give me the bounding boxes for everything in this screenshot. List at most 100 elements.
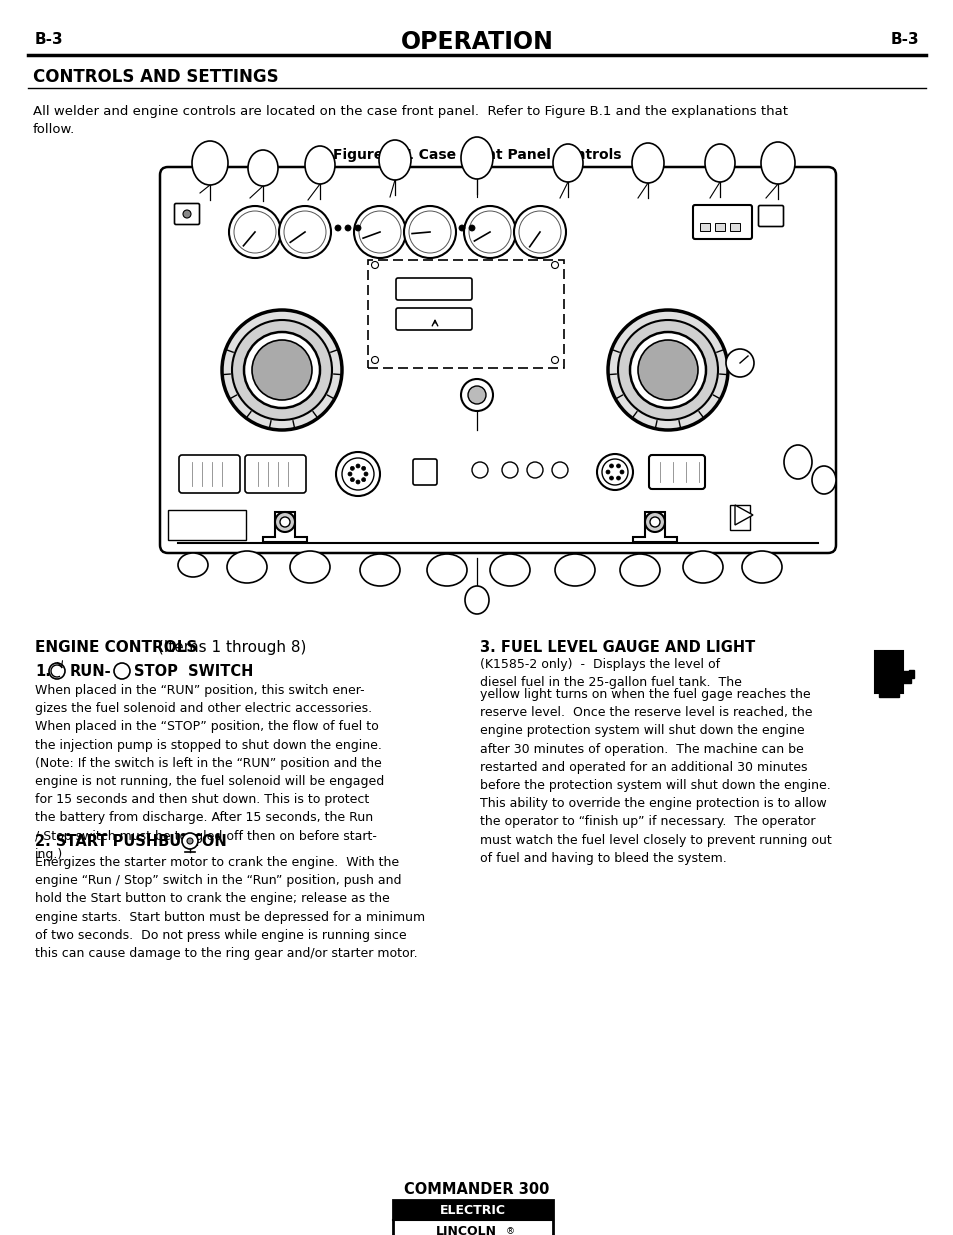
FancyBboxPatch shape	[160, 167, 835, 553]
Circle shape	[371, 357, 378, 363]
Circle shape	[619, 471, 623, 474]
Bar	[368, 261, 563, 368]
Circle shape	[252, 340, 312, 400]
Text: Energizes the starter motor to crank the engine.  With the
engine “Run / Stop” s: Energizes the starter motor to crank the…	[35, 856, 425, 960]
Ellipse shape	[682, 551, 722, 583]
Circle shape	[49, 663, 65, 679]
Circle shape	[355, 225, 360, 231]
Circle shape	[725, 350, 753, 377]
Circle shape	[609, 464, 613, 468]
Ellipse shape	[631, 143, 663, 183]
Circle shape	[355, 464, 359, 468]
Bar	[168, 510, 246, 540]
FancyBboxPatch shape	[758, 205, 782, 226]
Text: yellow light turns on when the fuel gage reaches the
reserve level.  Once the re: yellow light turns on when the fuel gage…	[479, 688, 831, 864]
Text: All welder and engine controls are located on the case front panel.  Refer to Fi: All welder and engine controls are locat…	[33, 105, 787, 136]
Ellipse shape	[555, 555, 595, 585]
Ellipse shape	[378, 140, 411, 180]
Circle shape	[361, 478, 365, 482]
Polygon shape	[734, 505, 752, 525]
FancyBboxPatch shape	[648, 454, 704, 489]
FancyBboxPatch shape	[692, 205, 751, 240]
Ellipse shape	[490, 555, 530, 585]
Text: Figure B.1 Case Front Panel Controls: Figure B.1 Case Front Panel Controls	[333, 148, 620, 162]
Circle shape	[501, 462, 517, 478]
Circle shape	[644, 513, 664, 532]
Circle shape	[551, 357, 558, 363]
Circle shape	[182, 832, 198, 848]
Circle shape	[284, 211, 326, 253]
Circle shape	[229, 206, 281, 258]
Text: 1.: 1.	[35, 664, 51, 679]
Text: COMMANDER 300: COMMANDER 300	[404, 1182, 549, 1197]
Text: ENGINE CONTROLS: ENGINE CONTROLS	[35, 640, 197, 655]
Ellipse shape	[704, 144, 734, 182]
Ellipse shape	[359, 555, 399, 585]
Ellipse shape	[427, 555, 467, 585]
Text: 2. START PUSHBUTTON: 2. START PUSHBUTTON	[35, 834, 227, 848]
Polygon shape	[263, 513, 307, 542]
Circle shape	[274, 513, 294, 532]
Bar	[729, 505, 749, 530]
Circle shape	[616, 464, 619, 468]
Ellipse shape	[460, 137, 493, 179]
Circle shape	[355, 480, 359, 484]
Bar	[900, 671, 910, 683]
Ellipse shape	[248, 149, 277, 186]
Text: (K1585-2 only)  -  Displays the level of
diesel fuel in the 25-gallon fuel tank.: (K1585-2 only) - Displays the level of d…	[479, 658, 741, 689]
Text: ®: ®	[505, 1226, 514, 1235]
Ellipse shape	[192, 141, 228, 185]
Text: When placed in the “RUN” position, this switch ener-
gizes the fuel solenoid and: When placed in the “RUN” position, this …	[35, 684, 384, 861]
Circle shape	[552, 462, 567, 478]
Circle shape	[618, 320, 718, 420]
Text: B-3: B-3	[889, 32, 918, 47]
Circle shape	[350, 467, 354, 471]
Circle shape	[183, 210, 191, 219]
FancyBboxPatch shape	[174, 204, 199, 225]
FancyBboxPatch shape	[179, 454, 240, 493]
Circle shape	[458, 225, 464, 231]
Bar	[874, 651, 902, 693]
Circle shape	[280, 517, 290, 527]
Circle shape	[409, 211, 451, 253]
Circle shape	[649, 517, 659, 527]
Circle shape	[551, 262, 558, 268]
Text: CONTROLS AND SETTINGS: CONTROLS AND SETTINGS	[33, 68, 278, 86]
Circle shape	[403, 206, 456, 258]
Circle shape	[345, 225, 351, 231]
Circle shape	[244, 332, 319, 408]
Bar	[908, 671, 913, 678]
Bar	[393, 1200, 553, 1220]
Circle shape	[233, 211, 275, 253]
Ellipse shape	[464, 585, 489, 614]
Circle shape	[514, 206, 565, 258]
Bar	[393, 1200, 553, 1235]
Circle shape	[616, 475, 619, 480]
Circle shape	[354, 206, 406, 258]
Circle shape	[278, 206, 331, 258]
Ellipse shape	[553, 144, 582, 182]
Ellipse shape	[290, 551, 330, 583]
Circle shape	[526, 462, 542, 478]
Ellipse shape	[227, 551, 267, 583]
Circle shape	[597, 454, 633, 490]
Text: ELECTRIC: ELECTRIC	[439, 1203, 505, 1216]
FancyBboxPatch shape	[413, 459, 436, 485]
Polygon shape	[633, 513, 677, 542]
Text: STOP  SWITCH: STOP SWITCH	[133, 664, 253, 679]
Circle shape	[629, 332, 705, 408]
Circle shape	[609, 475, 613, 480]
Circle shape	[607, 310, 727, 430]
Bar	[878, 689, 898, 697]
Circle shape	[469, 225, 475, 231]
Ellipse shape	[760, 142, 794, 184]
Circle shape	[463, 206, 516, 258]
Circle shape	[350, 478, 354, 482]
FancyBboxPatch shape	[395, 308, 472, 330]
Circle shape	[364, 472, 368, 475]
FancyBboxPatch shape	[245, 454, 306, 493]
Circle shape	[187, 839, 193, 844]
Circle shape	[601, 459, 627, 485]
Circle shape	[638, 340, 698, 400]
Circle shape	[361, 467, 365, 471]
